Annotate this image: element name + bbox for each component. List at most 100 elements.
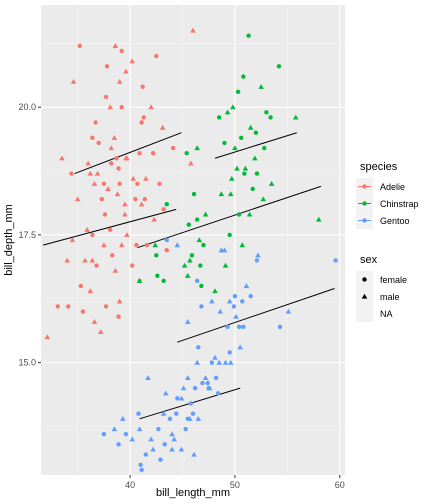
data-point (184, 150, 189, 156)
data-point (201, 242, 206, 248)
data-point (122, 201, 128, 207)
data-point (142, 196, 147, 202)
x-tick-label: 60 (335, 480, 345, 490)
legend-key-point (362, 277, 367, 282)
data-point (236, 324, 242, 330)
data-point (151, 216, 158, 222)
data-point (123, 431, 129, 437)
data-point (124, 232, 130, 237)
data-point (218, 191, 225, 197)
y-tick-label: 17.5 (18, 230, 36, 240)
data-point (227, 191, 234, 197)
data-point (194, 217, 200, 222)
data-point (116, 166, 121, 171)
data-point (93, 120, 98, 125)
data-point (221, 247, 228, 253)
data-point (315, 216, 322, 222)
data-point (194, 278, 200, 284)
data-point (111, 135, 118, 140)
data-point (225, 324, 230, 330)
data-point (150, 446, 156, 452)
data-point (192, 385, 198, 391)
data-point (268, 181, 275, 186)
data-point (186, 222, 192, 227)
data-point (167, 416, 173, 422)
data-point (196, 237, 203, 243)
data-point (231, 304, 237, 309)
data-point (181, 262, 188, 268)
data-point (250, 186, 255, 192)
data-point (205, 380, 210, 386)
data-point (194, 145, 200, 151)
legend-key (356, 305, 373, 322)
data-point (119, 416, 126, 421)
data-point (209, 298, 215, 304)
data-point (178, 446, 185, 452)
data-point (226, 298, 233, 304)
data-point (202, 211, 209, 217)
data-point (109, 161, 114, 166)
data-point (188, 160, 194, 166)
data-point (69, 171, 74, 176)
data-point (104, 64, 110, 69)
data-point (78, 283, 84, 289)
grid-major (41, 5, 345, 475)
data-point (85, 160, 91, 166)
data-point (161, 207, 166, 212)
data-point (164, 237, 169, 243)
data-point (253, 130, 259, 135)
data-points (44, 27, 338, 473)
data-point (112, 43, 119, 48)
plot-panel (41, 5, 345, 475)
data-point (94, 170, 101, 176)
data-point (77, 43, 82, 49)
data-point (277, 324, 283, 330)
data-point (130, 263, 135, 268)
data-point (222, 262, 229, 268)
x-axis-ticks: 40 50 60 (125, 475, 345, 490)
data-point (236, 212, 242, 217)
data-point (170, 145, 176, 151)
legend-key-point (362, 201, 367, 206)
data-point (212, 354, 218, 360)
data-point (190, 27, 196, 33)
data-point (164, 202, 169, 207)
trend-line (42, 208, 177, 246)
data-point (222, 359, 229, 365)
data-point (222, 140, 227, 146)
data-point (190, 411, 196, 416)
data-point (169, 446, 175, 452)
data-point (169, 431, 175, 437)
data-point (144, 242, 150, 248)
data-point (184, 375, 191, 381)
data-point (262, 145, 267, 151)
data-point (122, 211, 128, 217)
data-point (215, 391, 221, 396)
legend-label: female (380, 275, 407, 285)
data-point (139, 120, 144, 125)
data-point (139, 467, 144, 473)
legend-label: Gentoo (380, 216, 410, 226)
data-point (200, 380, 205, 386)
data-point (102, 212, 108, 217)
data-point (107, 227, 113, 232)
data-point (150, 150, 156, 156)
data-point (198, 263, 203, 268)
data-point (258, 83, 264, 89)
data-point (227, 350, 232, 355)
data-point (183, 426, 188, 432)
data-point (111, 426, 118, 432)
data-point (209, 360, 215, 365)
data-point (235, 89, 241, 95)
data-point (129, 436, 135, 442)
data-point (114, 191, 121, 197)
data-point (103, 304, 109, 309)
data-point (224, 109, 231, 115)
data-point (232, 293, 238, 299)
data-point (239, 135, 244, 141)
y-axis-ticks: 15.0 17.5 20.0 (18, 102, 41, 368)
data-point (133, 196, 138, 202)
data-point (240, 299, 245, 304)
data-point (264, 110, 269, 115)
